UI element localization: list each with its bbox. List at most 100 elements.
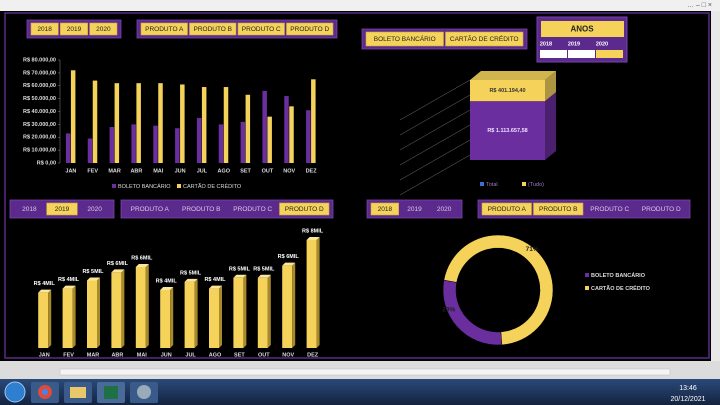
slicer-button[interactable] (140, 22, 188, 36)
legend-swatch (585, 273, 589, 277)
x-tick-label: NOV (283, 168, 295, 174)
slicer-button[interactable] (189, 22, 237, 36)
bar (306, 110, 311, 163)
timeline-title: ANOS (570, 25, 594, 34)
slicer-label[interactable]: PRODUTO C (242, 26, 281, 33)
bar-segment (470, 80, 545, 102)
legend-label: (Tudo) (528, 182, 544, 188)
window-controls[interactable]: … – □ × (687, 2, 712, 9)
data-label: 29% (442, 306, 455, 313)
x-tick-label: ABR (111, 352, 123, 358)
bar-top (470, 71, 556, 80)
slicer-label[interactable]: PRODUTO B (539, 206, 578, 213)
legend-label: BOLETO BANCÁRIO (118, 183, 171, 190)
y-tick-label: R$ 70.000,00 (23, 70, 56, 76)
timeline-cell[interactable] (568, 50, 595, 58)
bar (65, 133, 71, 163)
slicer-label[interactable]: 2018 (37, 26, 52, 33)
slicer-button[interactable] (445, 31, 524, 47)
slicer-label[interactable]: 2019 (407, 206, 422, 213)
slicer-button[interactable] (125, 203, 175, 215)
x-tick-label: MAR (108, 168, 121, 174)
start-button[interactable] (4, 381, 26, 403)
bar-side (545, 71, 556, 102)
slicer-label[interactable]: PRODUTO D (285, 206, 324, 213)
slicer-label[interactable]: PRODUTO B (182, 206, 221, 213)
slicer-button[interactable] (286, 22, 334, 36)
bar (289, 106, 294, 163)
slicer-button[interactable] (430, 203, 458, 215)
bar (135, 267, 146, 348)
legend-swatch (112, 184, 116, 188)
data-label: R$ 4MIL (58, 277, 80, 283)
bar-top (135, 264, 149, 267)
timeline-cell[interactable] (540, 50, 567, 58)
slicer-label[interactable]: PRODUTO B (193, 26, 232, 33)
bar (160, 289, 171, 348)
title-bar (0, 0, 720, 11)
bar-top (306, 237, 320, 240)
slicer-button[interactable] (400, 203, 429, 215)
slicer-label[interactable]: PRODUTO D (290, 26, 329, 33)
slicer-button[interactable] (370, 202, 399, 216)
data-label: R$ 401.194,40 (489, 88, 525, 94)
horizontal-scrollbar[interactable] (59, 368, 671, 376)
data-label: 71% (526, 246, 539, 253)
y-tick-label: R$ 20.000,00 (23, 135, 56, 141)
clock-date[interactable]: 20/12/2021 (670, 396, 705, 403)
data-label: R$ 5MIL (180, 270, 202, 276)
slicer-label[interactable]: BOLETO BANCÁRIO (374, 34, 436, 43)
bar-side (145, 264, 149, 348)
bar (201, 87, 207, 163)
slicer-button[interactable] (533, 202, 584, 216)
slicer-button[interactable] (237, 22, 285, 36)
slicer-label[interactable]: PRODUTO D (642, 206, 681, 213)
slicer-label[interactable]: PRODUTO C (590, 206, 629, 213)
data-label: R$ 6MIL (107, 261, 129, 267)
slicer-button[interactable] (365, 31, 444, 47)
vertical-scrollbar[interactable] (711, 11, 720, 361)
slicer-label[interactable]: PRODUTO A (145, 26, 184, 33)
slicer-button[interactable] (481, 202, 532, 216)
slicer-label[interactable]: 2020 (96, 26, 111, 33)
slicer-button[interactable] (30, 22, 59, 36)
data-label: R$ 5MIL (82, 269, 104, 275)
bar (175, 128, 180, 163)
donut-slice (443, 234, 554, 346)
slicer-button[interactable] (46, 202, 78, 216)
slicer-label[interactable]: CARTÃO DE CRÉDITO (450, 34, 519, 43)
slicer-button[interactable] (636, 203, 687, 215)
bar (153, 125, 158, 163)
slicer-button[interactable] (60, 22, 88, 36)
slicer-button[interactable] (279, 202, 330, 216)
slicer-label[interactable]: PRODUTO A (488, 206, 527, 213)
slicer-label[interactable]: 2019 (55, 206, 70, 213)
slicer-label[interactable]: 2018 (378, 206, 393, 213)
bar-top (282, 262, 296, 266)
bar-side (170, 286, 174, 348)
bar (311, 79, 316, 163)
timeline-cell[interactable] (596, 50, 623, 58)
x-tick-label: MAI (137, 352, 148, 358)
slicer-label[interactable]: 2020 (87, 206, 102, 213)
slicer-button[interactable] (14, 203, 45, 215)
bar (109, 126, 115, 163)
bar-segment (470, 101, 545, 160)
bar (284, 96, 289, 163)
x-tick-label: MAR (87, 352, 100, 358)
slicer-button[interactable] (585, 203, 635, 215)
slicer-label[interactable]: 2018 (22, 206, 37, 213)
slicer-button[interactable] (228, 203, 278, 215)
excel-logo (104, 386, 118, 399)
slicer-label[interactable]: 2019 (67, 26, 82, 33)
slicer-button[interactable] (176, 203, 227, 215)
clock-time[interactable]: 13:46 (679, 385, 697, 392)
slicer-button[interactable] (79, 203, 110, 215)
slicer-label[interactable]: PRODUTO A (131, 206, 170, 213)
slicer-label[interactable]: 2020 (437, 206, 452, 213)
bar-side (545, 92, 556, 160)
slicer-button[interactable] (89, 22, 118, 36)
slicer-label[interactable]: PRODUTO C (233, 206, 272, 213)
bar (233, 277, 244, 348)
